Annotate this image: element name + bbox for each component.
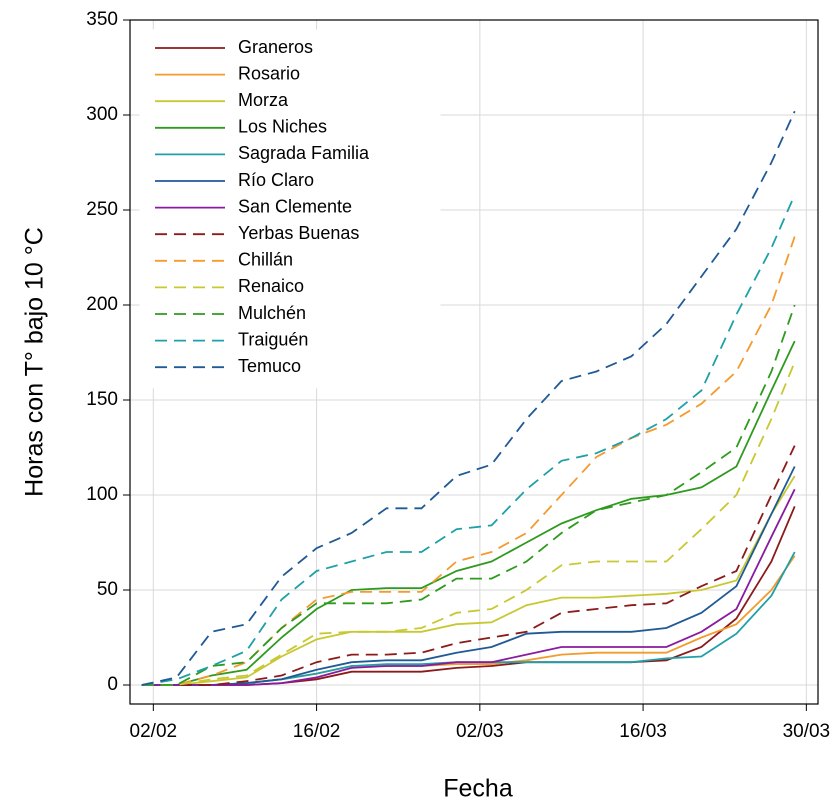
y-axis-label: Horas con T° bajo 10 °C xyxy=(21,227,49,497)
x-tick-label: 16/03 xyxy=(619,721,667,742)
series-line xyxy=(141,475,796,686)
y-tick-label: 150 xyxy=(86,389,118,410)
series-line xyxy=(141,466,796,686)
series-line xyxy=(141,488,796,686)
y-tick-label: 0 xyxy=(107,674,118,695)
series-line xyxy=(141,361,796,686)
y-tick-label: 250 xyxy=(86,199,118,220)
series-line xyxy=(141,194,796,686)
legend-box xyxy=(139,29,441,389)
legend-label: Traiguén xyxy=(238,329,308,349)
series-line xyxy=(141,110,796,686)
series-line xyxy=(141,304,796,686)
series-line xyxy=(141,340,796,686)
legend-label: Morza xyxy=(238,90,289,110)
legend-label: Yerbas Buenas xyxy=(238,223,359,243)
y-tick-label: 200 xyxy=(86,294,118,315)
legend-label: Río Claro xyxy=(238,170,314,190)
legend-label: San Clemente xyxy=(238,196,352,216)
x-tick-label: 02/03 xyxy=(456,721,504,742)
y-tick-label: 50 xyxy=(97,579,118,600)
legend-label: Sagrada Familia xyxy=(238,143,370,163)
x-tick-label: 30/03 xyxy=(783,721,831,742)
x-axis-label: Fecha xyxy=(443,775,513,803)
x-tick-label: 16/02 xyxy=(293,721,341,742)
y-tick-label: 100 xyxy=(86,484,118,505)
legend-label: Temuco xyxy=(238,356,301,376)
legend-label: Mulchén xyxy=(238,303,306,323)
x-tick-label: 02/02 xyxy=(130,721,178,742)
legend-label: Rosario xyxy=(238,63,300,83)
legend-label: Graneros xyxy=(238,37,313,57)
plot-frame xyxy=(129,19,819,705)
legend-label: Renaico xyxy=(238,276,304,296)
y-tick-label: 300 xyxy=(86,104,118,125)
legend-label: Chillán xyxy=(238,250,293,270)
y-tick-label: 350 xyxy=(86,9,118,30)
legend-label: Los Niches xyxy=(238,117,327,137)
